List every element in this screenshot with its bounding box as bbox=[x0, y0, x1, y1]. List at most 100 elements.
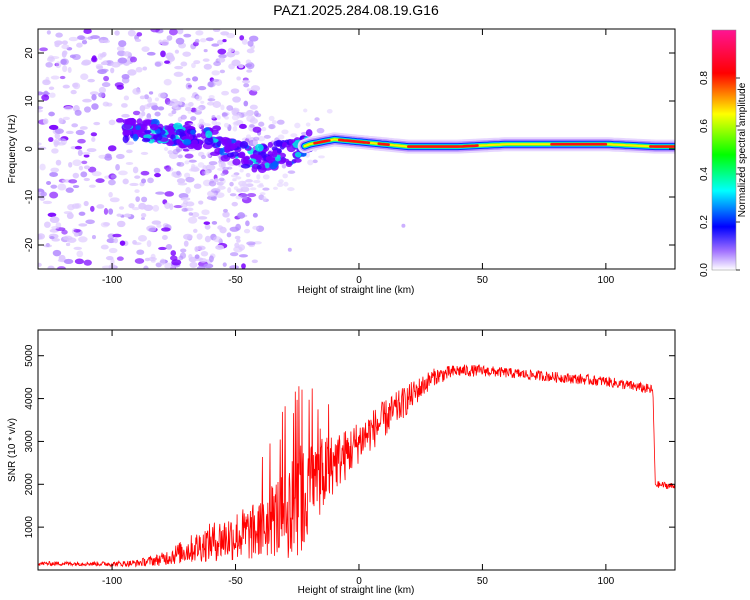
spectrogram-noise-blob bbox=[108, 179, 116, 186]
spectrogram-noise-blob bbox=[287, 170, 296, 174]
spectrogram-noise-blob bbox=[221, 90, 230, 96]
x-tick-label: 100 bbox=[598, 275, 615, 286]
spectrogram-noise-blob bbox=[245, 172, 251, 178]
spectrogram-noise-blob bbox=[193, 183, 202, 189]
spectrogram-noise-blob bbox=[222, 262, 227, 267]
spectrogram-noise-blob bbox=[243, 228, 251, 234]
spectrogram-noise-blob bbox=[48, 124, 59, 130]
spectrogram-noise-blob bbox=[89, 91, 99, 96]
spectrogram-noise-blob bbox=[246, 134, 252, 140]
spectrogram-noise-blob bbox=[122, 178, 129, 185]
spectrogram-noise-blob bbox=[294, 122, 301, 129]
spectrogram-noise-blob bbox=[66, 212, 74, 220]
spectrogram-noise-blob bbox=[181, 207, 188, 212]
spectrogram-noise-blob bbox=[72, 172, 80, 179]
spectrogram-noise-blob bbox=[211, 78, 220, 82]
spectrogram-noise-blob bbox=[178, 255, 184, 261]
snr-series-line bbox=[38, 364, 675, 568]
spectrogram-noise-blob bbox=[272, 186, 278, 190]
spectrogram-peak-segment bbox=[337, 138, 371, 145]
spectrogram-noise-blob bbox=[102, 39, 111, 44]
spectrogram-noise-blob bbox=[135, 196, 141, 202]
spectrogram-noise-blob bbox=[52, 249, 62, 257]
spectrogram-noise-blob bbox=[183, 33, 192, 38]
spectrogram-noise-blob bbox=[63, 258, 74, 265]
spectrogram-noise-blob bbox=[132, 110, 141, 116]
spectrogram-noise-blob bbox=[188, 212, 193, 216]
spectrogram-noise-blob bbox=[45, 243, 50, 247]
spectrogram-noise-blob bbox=[226, 33, 235, 39]
spectrogram-ridge-blob bbox=[176, 139, 182, 144]
spectrogram-noise-blob bbox=[193, 228, 198, 233]
spectrogram-noise-blob bbox=[59, 75, 66, 80]
spectrogram-noise-blob bbox=[49, 191, 59, 199]
spectrogram-noise-blob bbox=[312, 159, 318, 164]
spectrogram-noise-blob bbox=[278, 179, 284, 184]
spectrogram-noise-blob bbox=[44, 221, 51, 228]
spectrogram-noise-blob bbox=[78, 165, 84, 171]
spectrogram-noise-blob bbox=[194, 38, 200, 44]
spectrogram-noise-blob bbox=[81, 151, 91, 155]
spectrogram-noise-blob bbox=[109, 197, 120, 203]
spectrogram-noise-blob bbox=[108, 119, 116, 126]
spectrogram-noise-blob bbox=[182, 51, 192, 57]
spectrogram-ridge-blob bbox=[205, 130, 213, 139]
spectrogram-noise-blob bbox=[241, 79, 251, 84]
spectrogram-noise-blob bbox=[41, 94, 50, 101]
spectrogram-noise-blob bbox=[72, 184, 80, 189]
spectrogram-noise-blob bbox=[276, 182, 284, 188]
spectrogram-noise-blob bbox=[76, 42, 83, 48]
spectrogram-noise-blob bbox=[177, 161, 185, 167]
spectrogram-noise-blob bbox=[141, 196, 148, 203]
spectrogram-noise-blob bbox=[101, 265, 112, 269]
spectrogram-noise-blob bbox=[171, 109, 177, 115]
spectrogram-noise-blob bbox=[205, 37, 214, 42]
spectrogram-noise-blob bbox=[166, 35, 173, 41]
spectrogram-noise-blob bbox=[253, 136, 260, 141]
spectrogram-noise-blob bbox=[96, 65, 104, 70]
spectrogram-noise-blob bbox=[126, 149, 133, 154]
spectrogram-noise-blob bbox=[180, 61, 188, 67]
spectrogram-noise-blob bbox=[230, 174, 238, 178]
spectrogram-noise-blob bbox=[154, 61, 162, 67]
spectrogram-noise-blob bbox=[242, 196, 248, 200]
spectrogram-ridge-blob bbox=[239, 140, 249, 149]
spectrogram-noise-blob bbox=[205, 164, 216, 171]
spectrogram-ridge-blob bbox=[264, 162, 270, 169]
spectrogram-noise-blob bbox=[211, 115, 216, 120]
spectrogram-noise-blob bbox=[223, 208, 228, 213]
spectrogram-noise-blob bbox=[202, 58, 210, 62]
spectrogram-noise-blob bbox=[238, 123, 247, 130]
spectrogram-noise-blob bbox=[46, 30, 51, 35]
spectrogram-noise-blob bbox=[167, 55, 175, 61]
colorbar-ticks: 0.0 0.2 0.4 0.6 0.8 bbox=[699, 71, 740, 277]
spectrogram-noise-blob bbox=[135, 66, 143, 73]
spectrogram-noise-blob bbox=[261, 126, 267, 132]
spectrogram-noise-blob bbox=[116, 220, 126, 228]
spectrogram-noise-blob bbox=[180, 197, 191, 201]
spectrogram-noise-blob bbox=[252, 225, 260, 230]
spectrogram-noise-blob bbox=[80, 61, 91, 66]
colorbar: 0.0 0.2 0.4 0.6 0.8 Normalized spectral ampl… bbox=[699, 29, 748, 277]
spectrogram-noise-blob bbox=[235, 223, 241, 231]
spectrogram-noise-blob bbox=[217, 185, 226, 190]
spectrogram-noise-blob bbox=[222, 211, 230, 218]
spectrogram-noise-blob bbox=[207, 101, 215, 106]
spectrogram-noise-blob bbox=[197, 86, 207, 91]
spectrogram-noise-blob bbox=[112, 233, 122, 238]
spectrogram-noise-blob bbox=[90, 56, 98, 63]
spectrogram-noise-blob bbox=[86, 148, 97, 153]
spectrogram-noise-blob bbox=[107, 145, 117, 152]
spectrogram-noise-blob bbox=[88, 184, 96, 188]
spectrogram-y-ticks: -20 -10 0 10 20 bbox=[24, 47, 675, 252]
spectrogram-noise-blob bbox=[61, 40, 68, 45]
spectrogram-ridge-blob bbox=[240, 163, 251, 169]
spectrogram-noise-blob bbox=[164, 146, 169, 152]
spectrogram-ridge-blob bbox=[269, 162, 278, 170]
spectrogram-noise-blob bbox=[185, 77, 191, 82]
spectrogram-noise-blob bbox=[183, 240, 189, 247]
spectrogram-noise-blob bbox=[277, 134, 285, 140]
spectrogram-noise-blob bbox=[138, 112, 143, 120]
spectrogram-noise-blob bbox=[249, 104, 258, 110]
x-tick-label: -50 bbox=[228, 576, 243, 587]
